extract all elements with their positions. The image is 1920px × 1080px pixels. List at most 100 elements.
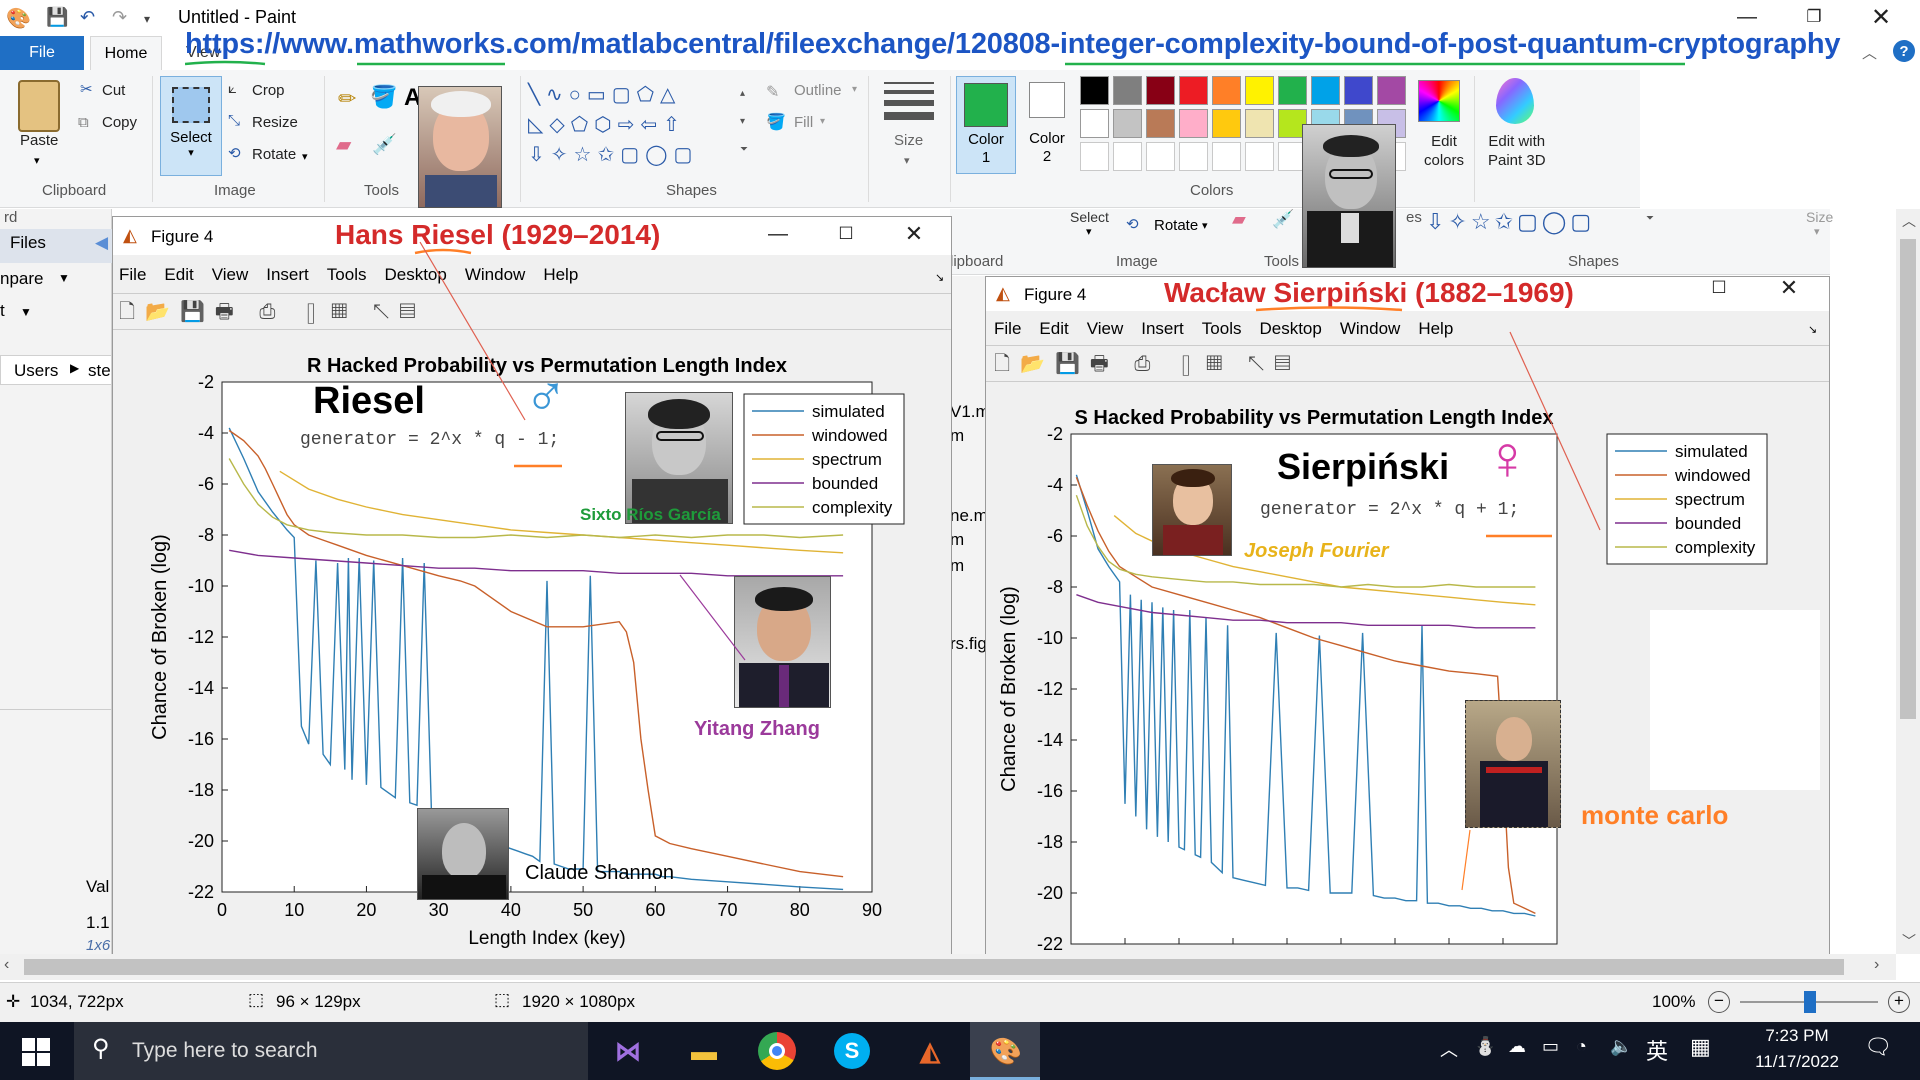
chrome-icon[interactable]: [758, 1032, 796, 1070]
palette-custom-swatch[interactable]: [1179, 142, 1208, 171]
paint-app-icon[interactable]: 🎨: [6, 8, 31, 30]
quick-access-dropdown-icon[interactable]: ▾: [144, 12, 151, 26]
bg-ste-crumb[interactable]: ste: [88, 361, 111, 380]
copy-button[interactable]: Copy: [102, 114, 138, 131]
figure-left-menu-insert[interactable]: Insert: [266, 265, 309, 284]
shapes-expand-icon[interactable]: ⏷: [740, 144, 748, 155]
color-picker-icon[interactable]: 💉: [372, 134, 397, 156]
palette-swatch[interactable]: [1311, 76, 1340, 105]
eraser-icon[interactable]: ▰: [336, 134, 352, 156]
scroll-left-icon[interactable]: ‹: [4, 956, 10, 973]
bg-users-crumb[interactable]: Users: [14, 361, 59, 380]
figure-left-menu-file[interactable]: File: [119, 265, 147, 284]
palette-swatch[interactable]: [1278, 76, 1307, 105]
figure-right-menu-edit[interactable]: Edit: [1039, 319, 1069, 338]
wifi-icon[interactable]: ◔: [1576, 1036, 1587, 1056]
size-button[interactable]: Size: [894, 132, 924, 149]
file-explorer-icon[interactable]: ▬: [691, 1035, 717, 1066]
windows-start-icon[interactable]: [22, 1038, 50, 1066]
figure-right-menu-view[interactable]: View: [1086, 319, 1124, 338]
tray-expand-icon[interactable]: ︿: [1440, 1040, 1458, 1060]
clock-date[interactable]: 11/17/2022: [1755, 1052, 1839, 1071]
palette-swatch[interactable]: [1080, 109, 1109, 138]
tab-file[interactable]: File: [0, 36, 84, 70]
figure-left-toolbar[interactable]: 🗋📂💾🖶 ⎙ ▯▦ ↖▤: [119, 301, 426, 323]
scroll-up-icon[interactable]: ︿: [1902, 213, 1916, 229]
figure-right-menu-tools[interactable]: Tools: [1201, 319, 1242, 338]
shapes-scroll-up-icon[interactable]: ▴: [740, 88, 746, 99]
ime-mode-icon[interactable]: ▦: [1690, 1034, 1711, 1059]
figure-left-minimize-button[interactable]: —: [768, 222, 788, 245]
palette-swatch[interactable]: [1212, 76, 1241, 105]
crop-button[interactable]: Crop: [252, 82, 285, 99]
bg-back-icon[interactable]: ◀: [95, 233, 109, 252]
help-icon[interactable]: ?: [1893, 40, 1915, 62]
palette-swatch[interactable]: [1245, 109, 1274, 138]
paint-taskbar-button[interactable]: [970, 1022, 1040, 1080]
figure-right-maximize-button[interactable]: ☐: [1711, 278, 1727, 297]
scroll-down-icon[interactable]: ﹀: [1902, 933, 1916, 949]
h-scroll-thumb[interactable]: [24, 959, 1844, 975]
battery-icon[interactable]: ▭: [1542, 1036, 1560, 1056]
collapse-ribbon-icon[interactable]: ︿: [1862, 45, 1878, 62]
figure-left-menu-tools[interactable]: Tools: [326, 265, 367, 284]
vertical-scrollbar[interactable]: ︿ ﹀: [1896, 209, 1920, 954]
pencil-icon[interactable]: ✏: [338, 86, 357, 111]
undo-icon[interactable]: ↶: [80, 7, 96, 27]
palette-custom-swatch[interactable]: [1245, 142, 1274, 171]
palette-swatch[interactable]: [1245, 76, 1274, 105]
figure-left-menu-edit[interactable]: Edit: [164, 265, 194, 284]
tray-app-icon[interactable]: ⛄: [1474, 1036, 1497, 1056]
palette-swatch[interactable]: [1080, 76, 1109, 105]
figure-left-menu-window[interactable]: Window: [464, 265, 526, 284]
outline-button[interactable]: Outline: [794, 82, 842, 99]
resize-button[interactable]: Resize: [252, 114, 298, 131]
search-box[interactable]: ⚲ Type here to search: [74, 1022, 588, 1080]
volume-icon[interactable]: 🔈: [1610, 1036, 1633, 1056]
outline-dropdown-icon[interactable]: ▾: [852, 84, 858, 95]
palette-swatch[interactable]: [1212, 109, 1241, 138]
bg-dropdown-icon[interactable]: ▼: [20, 305, 32, 319]
figure-right-menu-window[interactable]: Window: [1339, 319, 1401, 338]
rotate-dropdown-icon[interactable]: ▾: [302, 151, 308, 163]
color1-button[interactable]: Color 1: [956, 76, 1016, 174]
figure-left-menu-view[interactable]: View: [211, 265, 249, 284]
palette-swatch[interactable]: [1179, 76, 1208, 105]
palette-swatch[interactable]: [1377, 76, 1406, 105]
visual-studio-icon[interactable]: ⋈: [615, 1035, 641, 1066]
paste-dropdown-icon[interactable]: ▾: [34, 155, 40, 167]
rotate-button[interactable]: Rotate: [252, 146, 297, 163]
onedrive-icon[interactable]: ☁: [1508, 1036, 1526, 1056]
palette-custom-swatch[interactable]: [1146, 142, 1175, 171]
shapes-gallery[interactable]: ╲∿○▭▢⬠△ ◺◇⬠⬡⇨⇦⇧ ⇩✧☆✩▢◯▢: [528, 84, 699, 166]
size-dropdown-icon[interactable]: ▾: [904, 155, 910, 167]
zoom-slider-thumb[interactable]: [1804, 991, 1816, 1013]
bg-compare-dropdown-icon[interactable]: ▼: [58, 271, 70, 285]
fill-dropdown-icon[interactable]: ▾: [820, 116, 826, 127]
palette-custom-swatch[interactable]: [1080, 142, 1109, 171]
zoom-in-button[interactable]: +: [1888, 991, 1910, 1013]
close-button[interactable]: ✕: [1870, 3, 1892, 31]
horizontal-scrollbar[interactable]: ‹ ›: [0, 954, 1896, 980]
figure-left-close-button[interactable]: ✕: [904, 221, 924, 246]
palette-swatch[interactable]: [1146, 109, 1175, 138]
notifications-icon[interactable]: 🗨: [1864, 1034, 1892, 1059]
skype-icon[interactable]: S: [834, 1033, 870, 1069]
figure-right-menu-insert[interactable]: Insert: [1141, 319, 1184, 338]
edit-colors-button[interactable]: Edit colors: [1424, 133, 1465, 169]
palette-swatch[interactable]: [1344, 76, 1373, 105]
clock-time[interactable]: 7:23 PM: [1765, 1026, 1829, 1045]
scroll-right-icon[interactable]: ›: [1874, 956, 1880, 973]
restore-button[interactable]: ❐: [1806, 7, 1822, 26]
cut-button[interactable]: Cut: [102, 82, 126, 99]
palette-swatch[interactable]: [1113, 109, 1142, 138]
text-tool-icon[interactable]: A: [404, 84, 422, 111]
figure-right-dock-icon[interactable]: ↘: [1808, 324, 1818, 336]
fill-bucket-icon[interactable]: 🪣: [370, 84, 398, 109]
ime-language-indicator[interactable]: 英: [1646, 1039, 1669, 1064]
edit-with-paint3d-button[interactable]: Edit with Paint 3D: [1488, 133, 1546, 169]
figure-left-maximize-button[interactable]: ☐: [838, 224, 854, 243]
figure-left-menu-desktop[interactable]: Desktop: [384, 265, 447, 284]
palette-custom-swatch[interactable]: [1113, 142, 1142, 171]
save-icon[interactable]: 💾: [46, 7, 69, 27]
